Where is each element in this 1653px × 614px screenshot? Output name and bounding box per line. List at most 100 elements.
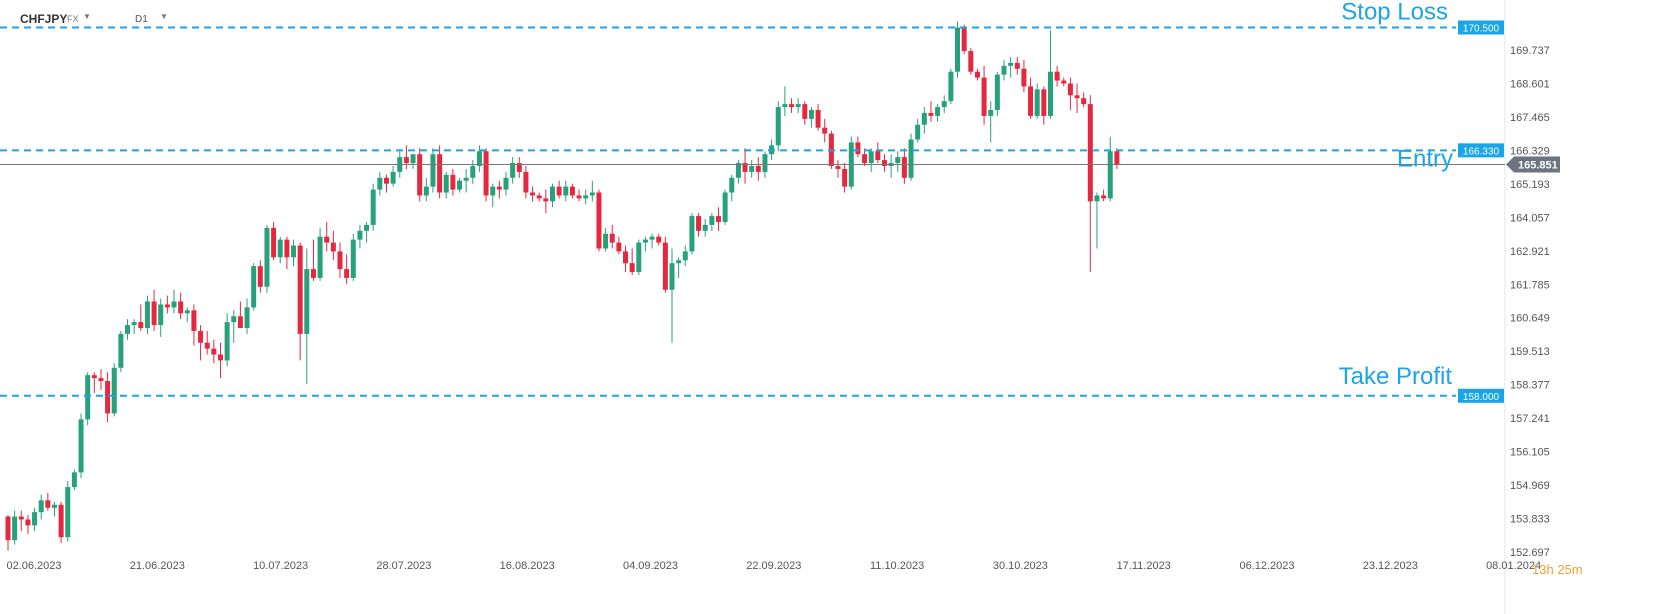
candle-body: [131, 322, 137, 326]
candle-body: [775, 107, 781, 146]
candle-body: [257, 266, 263, 287]
level-price-label: 170.500: [1463, 24, 1500, 35]
candle-body: [735, 163, 741, 178]
candle-body: [815, 110, 821, 128]
candle-body: [237, 316, 243, 329]
timeframe-chevron-down-icon[interactable]: ▼: [160, 12, 168, 21]
candle-body: [423, 186, 429, 196]
candle-body: [1014, 62, 1020, 69]
candle-body: [642, 239, 648, 243]
candle-body: [483, 151, 489, 196]
candle-body: [702, 224, 708, 231]
y-tick-label: 161.785: [1510, 279, 1550, 291]
candle-body: [749, 165, 755, 172]
x-tick-label: 06.12.2023: [1239, 560, 1294, 572]
candle-body: [908, 139, 914, 178]
candle-body: [417, 154, 423, 196]
candle-body: [32, 512, 38, 526]
candle-body: [476, 151, 482, 166]
level-name-label: Take Profit: [1339, 363, 1453, 390]
x-tick-label: 16.08.2023: [500, 560, 555, 572]
x-tick-label: 30.10.2023: [993, 560, 1048, 572]
candle-body: [390, 171, 396, 184]
candle-body: [941, 101, 947, 108]
candle-body: [370, 189, 376, 225]
timer-hours: 13: [1532, 562, 1547, 577]
level-name-label: Stop Loss: [1341, 0, 1448, 26]
candle-body: [510, 163, 516, 178]
candle-body: [948, 71, 954, 102]
current-price-label: 165.851: [1518, 159, 1558, 171]
candle-body: [5, 516, 11, 541]
candle-body: [324, 236, 330, 243]
y-tick-label: 153.833: [1510, 514, 1550, 526]
candle-body: [676, 260, 682, 264]
candle-body: [968, 51, 974, 72]
candle-body: [516, 163, 522, 172]
candle-body: [105, 381, 111, 414]
candle-body: [1028, 86, 1034, 116]
candle-body: [437, 154, 443, 193]
candle-body: [217, 354, 223, 361]
candle-body: [457, 180, 463, 190]
candle-body: [91, 375, 97, 379]
candle-body: [1087, 104, 1093, 202]
candle-body: [71, 472, 77, 488]
candle-body: [623, 251, 629, 264]
candle-body: [569, 186, 575, 196]
candle-body: [164, 304, 170, 308]
candle-body: [842, 168, 848, 187]
y-tick-label: 167.465: [1510, 112, 1550, 124]
candle-body: [795, 104, 801, 108]
candle-body: [38, 500, 44, 513]
candle-body: [284, 239, 290, 258]
candle-body: [901, 157, 907, 178]
candle-body: [808, 110, 814, 119]
candle-body: [1101, 195, 1107, 199]
y-tick-label: 162.921: [1510, 246, 1550, 258]
symbol-selector[interactable]: CHFJPY: [20, 12, 68, 26]
y-tick-label: 164.057: [1510, 212, 1550, 224]
y-tick-label: 166.329: [1510, 145, 1550, 157]
candle-body: [1114, 151, 1120, 165]
candle-body: [410, 154, 416, 164]
candle-body: [191, 310, 197, 331]
candle-body: [503, 177, 509, 190]
candle-body: [722, 192, 728, 222]
candle-body: [603, 233, 609, 249]
candle-body: [881, 160, 887, 166]
candle-body: [596, 192, 602, 249]
y-tick-label: 157.241: [1510, 413, 1550, 425]
timeframe-selector[interactable]: D1: [135, 14, 148, 25]
candle-body: [1074, 95, 1080, 99]
candle-body: [1067, 83, 1073, 96]
symbol-type-label: FX: [67, 14, 79, 24]
candle-body: [955, 27, 961, 72]
candle-body: [184, 310, 190, 314]
candle-body: [171, 301, 177, 308]
candle-body: [198, 330, 204, 343]
candle-body: [994, 74, 1000, 111]
candle-body: [1081, 98, 1087, 105]
candle-body: [835, 165, 841, 169]
y-tick-label: 169.737: [1510, 45, 1550, 57]
candle-body: [350, 239, 356, 278]
candle-body: [762, 154, 768, 172]
timer-minutes: 25: [1557, 562, 1572, 577]
candle-body: [1034, 89, 1040, 116]
candle-body: [656, 236, 662, 243]
candle-body: [78, 419, 84, 473]
candle-body: [277, 239, 283, 258]
candle-body: [961, 27, 967, 52]
x-tick-label: 23.12.2023: [1363, 560, 1418, 572]
level-name-label: Entry: [1397, 145, 1453, 172]
symbol-chevron-down-icon[interactable]: ▼: [83, 12, 91, 21]
candle-body: [98, 378, 104, 382]
candle-body: [125, 325, 131, 334]
candle-body: [928, 112, 934, 116]
candle-body: [715, 216, 721, 222]
x-tick-label: 08.01.2024: [1486, 560, 1541, 572]
candle-body: [855, 142, 861, 155]
candle-body: [1001, 65, 1007, 75]
